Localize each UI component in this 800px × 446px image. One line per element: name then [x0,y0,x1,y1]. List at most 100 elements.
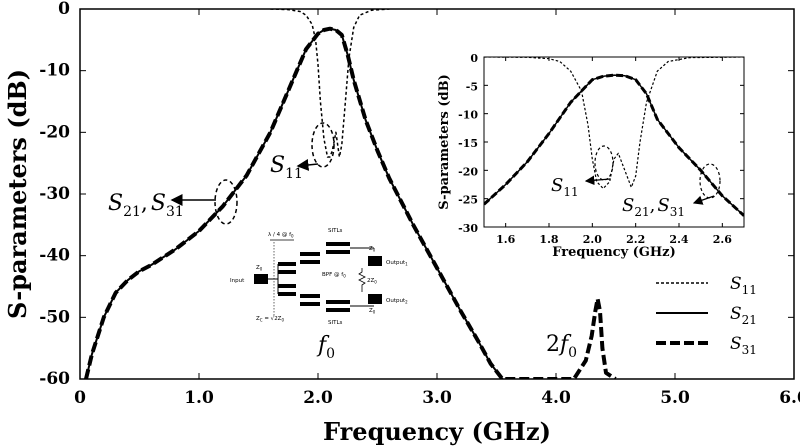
sub: 0 [326,346,335,362]
schem-input-label: Input [230,278,245,284]
main-x-axis-title: Frequency (GHz) [323,417,551,446]
schem-line-segment [326,308,350,312]
y-tick-label: -50 [39,307,70,327]
schem-sitl-top: SITLs [328,228,343,234]
schem-line-segment [326,300,350,304]
y-tick-label: -25 [458,194,478,207]
schem-z0-in: Z0 [256,265,263,272]
sub: 21 [123,204,141,220]
y-tick-label: 0 [470,52,478,65]
text: = √2Z [263,315,282,322]
sym: S [730,304,742,324]
x-tick-label: 1.8 [539,233,558,246]
schem-resistor-label: 2Z0 [367,278,377,285]
schem-line-segment [300,294,320,298]
x-tick-label: 2.6 [713,233,732,246]
sym: S [730,334,742,354]
schem-line-segment [326,242,350,246]
annotation-2f0: 2f0 [546,332,577,361]
sym: Output [386,260,406,266]
y-tick-label: -30 [458,222,478,235]
annotation-arrow [296,158,319,171]
sym: BPF @ f [322,272,344,278]
sym: Z [256,265,260,271]
inset-ticks: 1.6 1.8 2.0 2.2 2.4 2.6 0 -5 -10 -15 -20 -25 -30 [458,52,744,246]
sub: 11 [285,166,303,182]
sub: C [260,318,263,323]
annotation-arrow [692,195,715,205]
legend-label-s31: S31 [730,334,757,357]
schem-input-port [254,274,268,284]
series-line-s31 [484,73,744,217]
x-tick-label: 1.0 [184,388,214,408]
x-tick-label: 2.4 [669,233,688,246]
sym: Output [386,298,406,304]
sym: Z [369,246,373,252]
schem-output2-port [368,294,382,304]
y-tick-label: -20 [39,122,70,142]
schem-resistor [358,268,366,292]
annotation-s11-inset: S11 [551,145,614,199]
schem-lambda: λ / 4 @ f0 [268,232,294,239]
annotation-f0: f0 [316,333,335,362]
legend: S11 S21 S31 [656,274,757,357]
x-tick-label: 5.0 [660,388,690,408]
sub: 21 [742,313,757,327]
sub: 0 [374,280,377,285]
inset-plot-frame [483,56,745,228]
sym: 2Z [367,278,374,284]
sym: S [151,191,166,216]
y-tick-label: -10 [39,61,70,81]
y-tick-label: -40 [39,246,70,266]
series-line-s31 [84,26,617,379]
y-tick-label: -10 [458,109,478,122]
schem-line-segment [300,260,320,264]
annotation-s21s31-main: S21, S31 [108,179,238,225]
schem-line-segment [278,284,296,288]
sub: 0 [291,234,294,239]
sub: 11 [742,283,757,297]
series-line-s11 [270,9,390,158]
schem-line-segment [278,270,296,274]
main-ticks: 01.02.03.04.05.06.00-10-20-30-40-50-60 [39,0,800,408]
annotation-s11-inset-label: S11 [551,175,579,199]
sym: S [551,175,563,196]
main-series-group [84,9,617,379]
schem-line-segment [326,250,350,254]
x-tick-label: 1.6 [496,233,515,246]
sub: 11 [563,185,578,199]
schem-line-segment [278,292,296,296]
legend-label-s21: S21 [730,304,757,327]
schem-z0-bottom: Z0 [369,308,376,315]
schem-line-segment [300,302,320,306]
sub: 0 [260,267,263,272]
sub: 31 [670,205,685,219]
sub: 0 [373,248,376,253]
prefix: 2 [546,332,560,357]
sym: S [622,195,634,216]
schem-output1: Output1 [386,260,408,267]
annotation-ellipse [699,163,721,199]
sym: S [657,195,669,216]
sym: S [270,153,285,178]
annotation-ellipse [594,145,614,181]
sym: S [730,274,742,294]
y-tick-label: 0 [58,0,70,19]
sub: 2 [405,300,408,305]
sub: 1 [405,262,408,267]
sub: 0 [281,318,284,323]
sep: , [650,195,656,216]
sub: 31 [166,204,184,220]
schem-line-segment [300,252,320,256]
annotation-s21s31-inset-label: S21, S31 [622,195,685,219]
x-tick-label: 2.0 [583,233,602,246]
schem-bpf: BPF @ f0 [322,272,346,279]
sym: Z [369,308,373,314]
annotation-s21s31-label: S21, S31 [108,191,184,220]
y-tick-label: -15 [458,137,478,150]
sub: 0 [373,310,376,315]
schem-sitl-bottom: SITLs [328,320,343,326]
annotation-s11-label: S11 [270,153,303,182]
x-tick-label: 2.0 [303,388,333,408]
